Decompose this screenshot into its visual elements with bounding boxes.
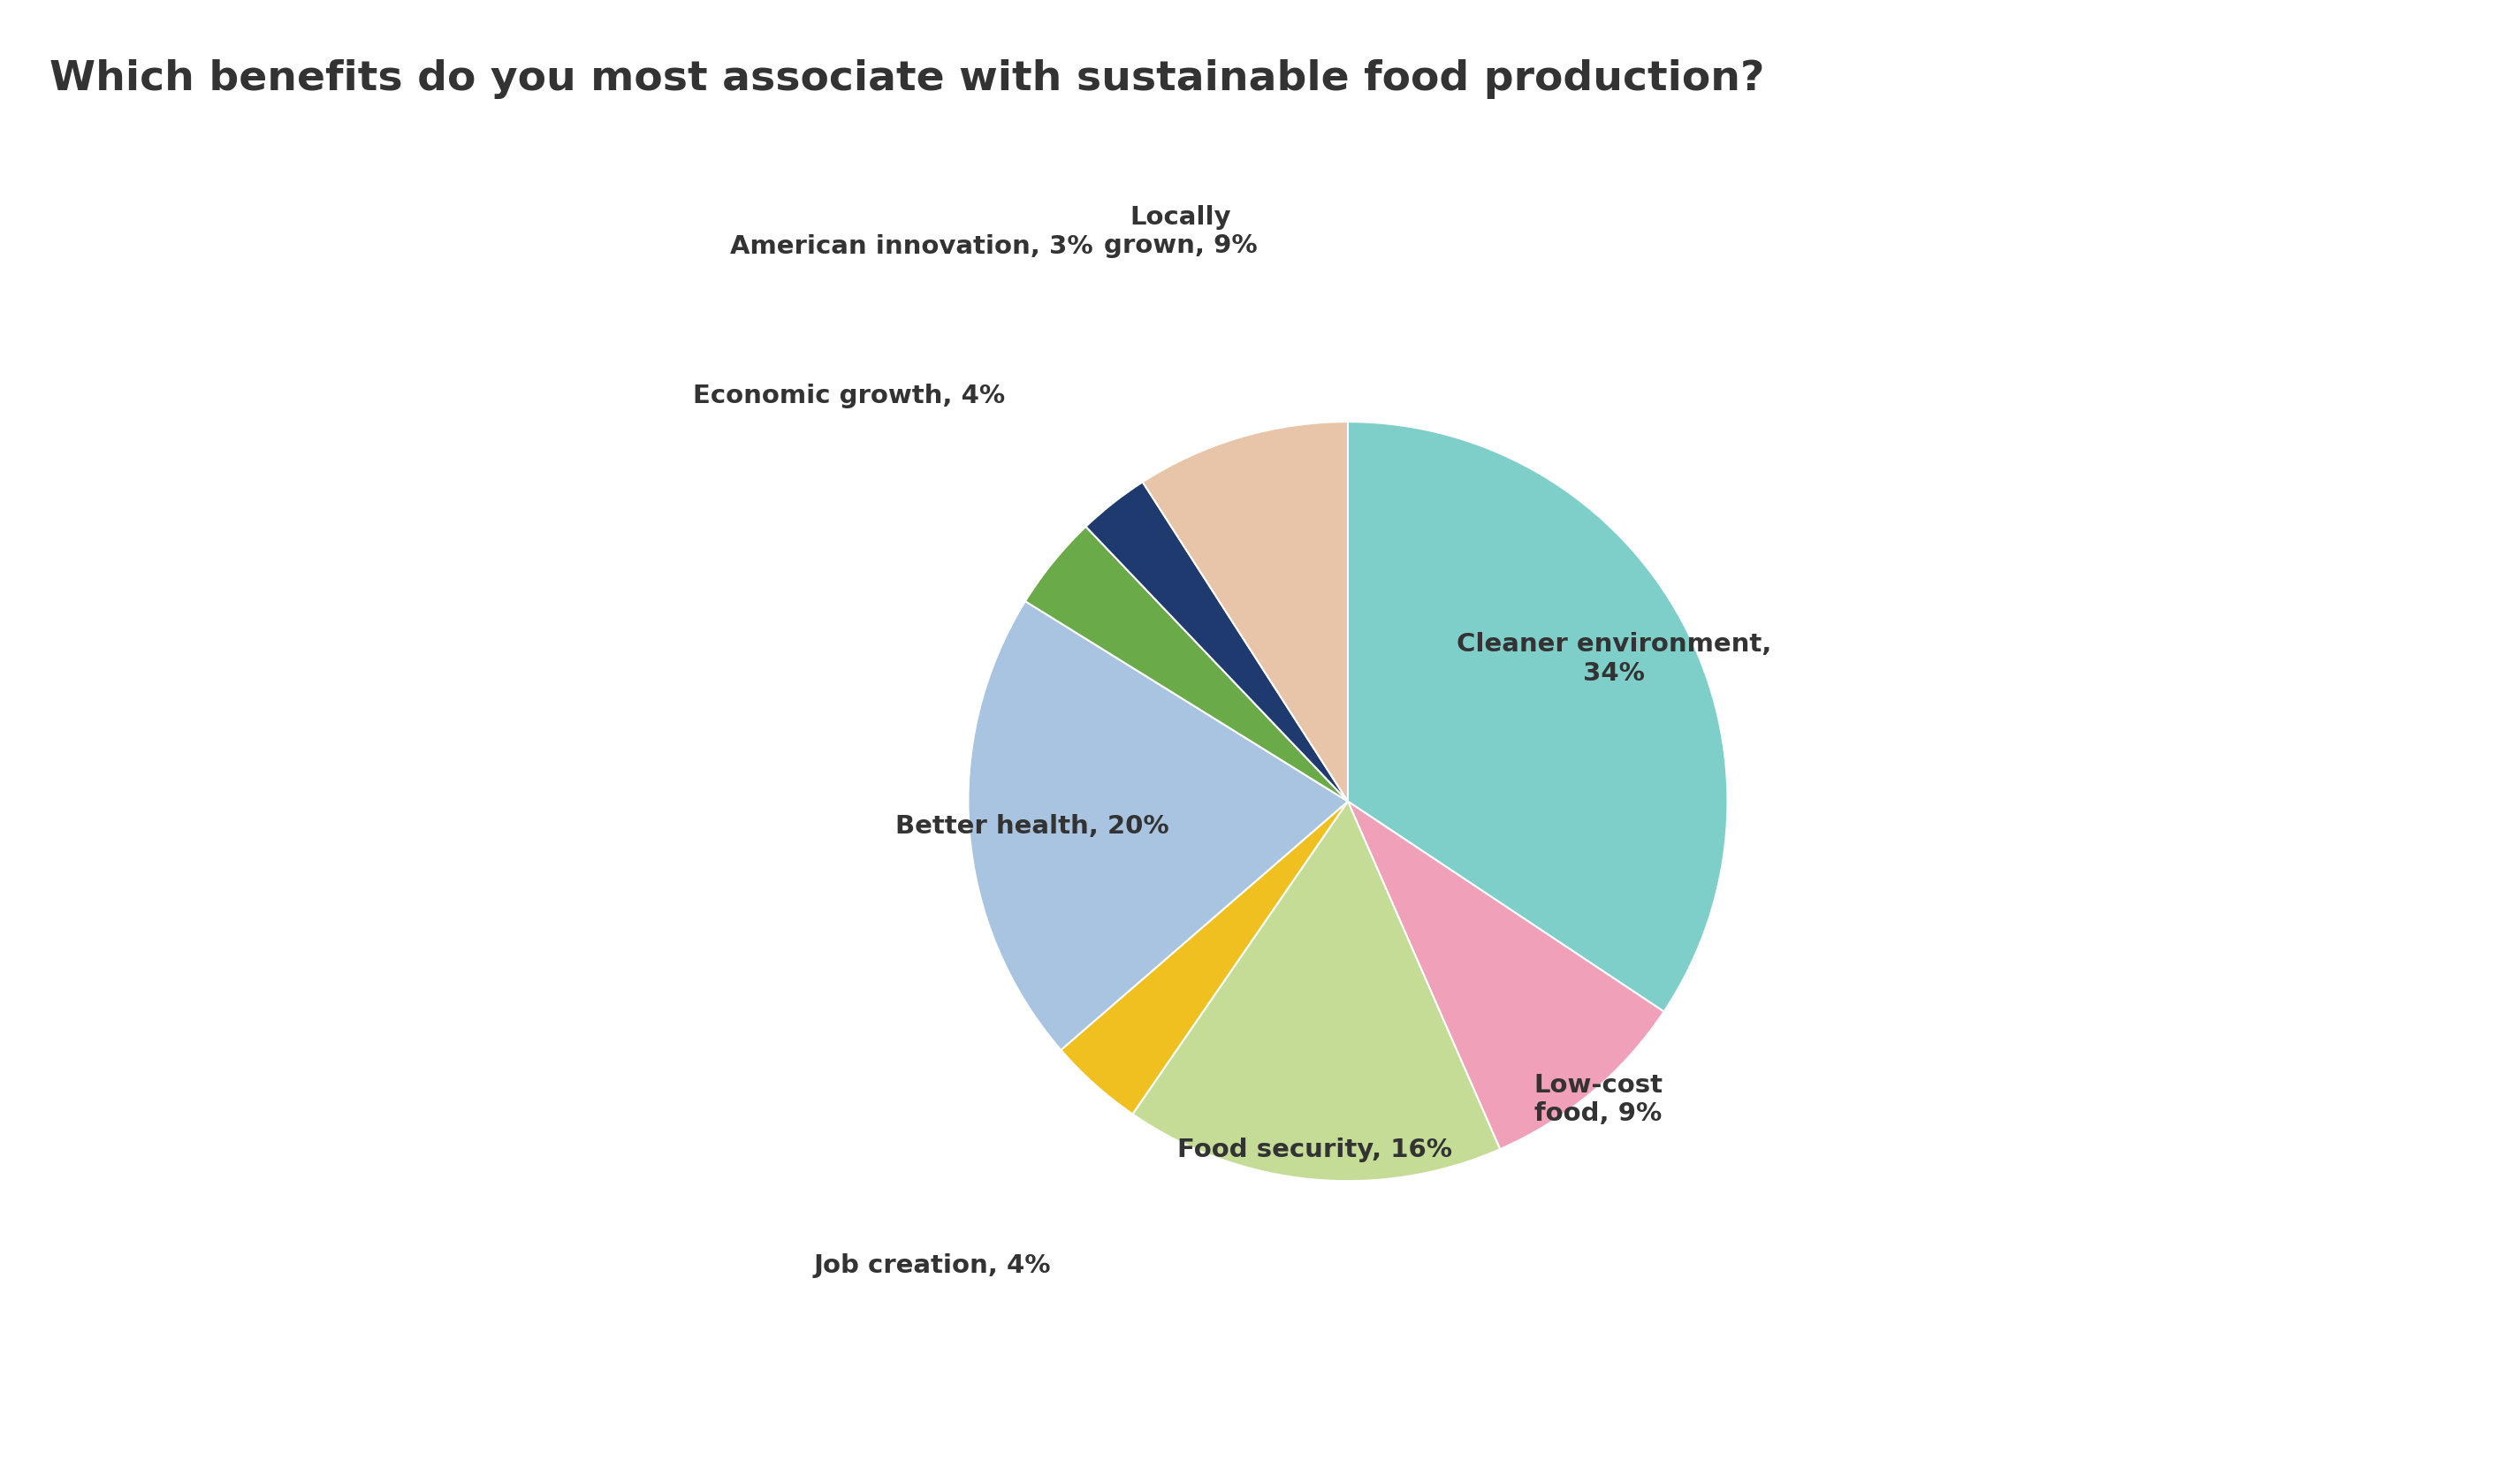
Wedge shape	[1086, 482, 1348, 801]
Text: Better health, 20%: Better health, 20%	[896, 815, 1168, 838]
Wedge shape	[1143, 421, 1348, 801]
Text: Job creation, 4%: Job creation, 4%	[814, 1254, 1051, 1278]
Wedge shape	[1133, 801, 1500, 1181]
Wedge shape	[1061, 801, 1348, 1114]
Wedge shape	[968, 601, 1348, 1051]
Text: Low-cost
food, 9%: Low-cost food, 9%	[1533, 1073, 1662, 1126]
Text: American innovation, 3%: American innovation, 3%	[731, 234, 1093, 258]
Text: Food security, 16%: Food security, 16%	[1178, 1138, 1453, 1162]
Wedge shape	[1348, 801, 1665, 1149]
Text: Locally
grown, 9%: Locally grown, 9%	[1103, 205, 1258, 258]
Wedge shape	[1348, 421, 1727, 1012]
Text: Economic growth, 4%: Economic growth, 4%	[694, 384, 1006, 408]
Text: Which benefits do you most associate with sustainable food production?: Which benefits do you most associate wit…	[50, 59, 1765, 99]
Text: Cleaner environment,
34%: Cleaner environment, 34%	[1455, 632, 1772, 686]
Wedge shape	[1026, 527, 1348, 801]
